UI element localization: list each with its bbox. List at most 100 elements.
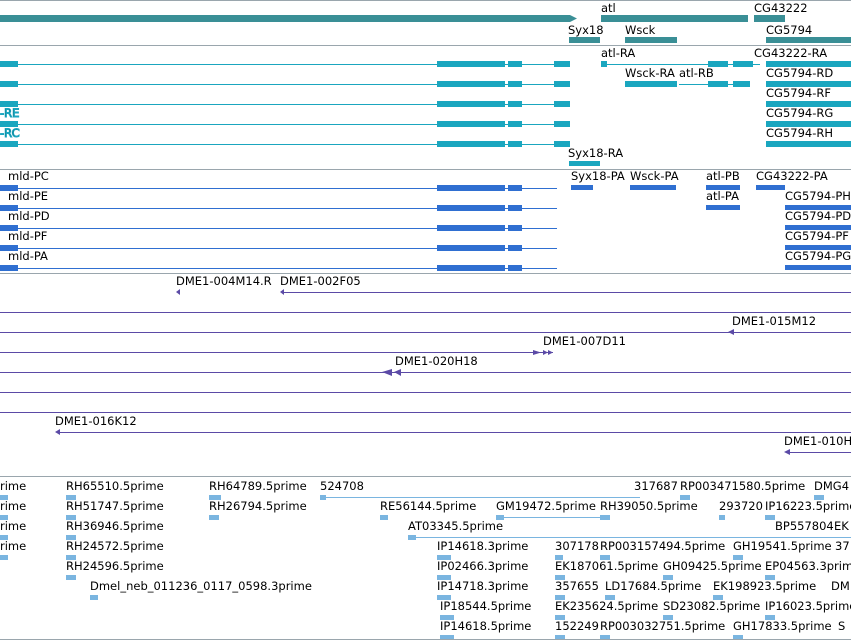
gene-mld-bar[interactable]: [0, 15, 570, 22]
est-feature[interactable]: [66, 535, 76, 540]
transcript-track-b[interactable]: mld-PC mld-PE mld-PD mld-PF mld-: [0, 169, 851, 271]
transcript-row[interactable]: [766, 101, 851, 107]
transcript-label: Wsck-RA: [625, 66, 675, 80]
est-feature[interactable]: [0, 555, 8, 560]
est-label: GM19472.5prime: [496, 499, 596, 513]
est-feature[interactable]: [555, 635, 565, 639]
est-feature[interactable]: [437, 555, 451, 560]
clone-label: DME1-010H: [784, 434, 851, 448]
transcript-row[interactable]: [766, 61, 851, 67]
transcript-row[interactable]: [601, 61, 760, 67]
transcript-row[interactable]: [0, 61, 570, 67]
est-feature[interactable]: [209, 515, 219, 520]
gene-syx18-bar[interactable]: [569, 37, 600, 43]
est-feature[interactable]: [209, 495, 221, 500]
est-label: 37: [835, 539, 850, 553]
est-feature[interactable]: [320, 495, 326, 500]
transcript-row[interactable]: [785, 225, 851, 230]
transcript-row[interactable]: [0, 245, 557, 251]
est-feature[interactable]: [0, 515, 8, 520]
est-feature[interactable]: [765, 615, 775, 620]
est-feature[interactable]: [90, 595, 98, 600]
est-feature[interactable]: [555, 615, 565, 620]
est-feature[interactable]: [440, 635, 454, 639]
est-feature[interactable]: [600, 515, 610, 520]
clone-arrow-icon: [543, 350, 548, 355]
transcript-row[interactable]: [785, 205, 851, 210]
est-feature[interactable]: [765, 575, 775, 580]
est-track[interactable]: rime rime rime rime RH65510.5prime RH517…: [0, 479, 851, 639]
transcript-row[interactable]: [0, 121, 570, 127]
est-feature[interactable]: [765, 515, 775, 520]
transcript-row[interactable]: [766, 121, 851, 127]
est-feature[interactable]: [66, 495, 76, 500]
est-feature[interactable]: [733, 555, 743, 560]
est-feature[interactable]: [555, 575, 565, 580]
est-label: 307178: [555, 539, 599, 553]
transcript-row[interactable]: [756, 185, 785, 190]
transcript-row[interactable]: [706, 205, 740, 210]
est-label: SD23082.5prime: [663, 599, 760, 613]
est-feature[interactable]: [600, 555, 610, 560]
clone-arrow-icon: [728, 329, 734, 335]
est-feature[interactable]: [605, 595, 615, 600]
transcript-row[interactable]: [766, 81, 851, 87]
est-feature[interactable]: [408, 535, 416, 540]
est-feature[interactable]: [555, 555, 563, 560]
est-feature[interactable]: [66, 575, 76, 580]
est-feature[interactable]: [719, 515, 725, 520]
est-feature[interactable]: [496, 515, 504, 520]
transcript-row[interactable]: [766, 141, 851, 147]
transcript-row[interactable]: [785, 245, 851, 250]
est-feature[interactable]: [600, 635, 610, 639]
clone-label: DME1-002F05: [280, 274, 361, 288]
transcript-label: CG5794-RF: [766, 86, 831, 100]
est-label: rime: [0, 539, 26, 553]
gene-track[interactable]: atl CG43222 Syx18 Wsck CG5794: [0, 1, 851, 43]
transcript-row[interactable]: [706, 185, 740, 190]
transcript-row[interactable]: [0, 141, 570, 147]
est-label: EP04563.3prime: [765, 559, 851, 573]
gene-cg43222-bar[interactable]: [754, 15, 785, 22]
transcript-row[interactable]: [0, 225, 557, 231]
transcript-row[interactable]: [569, 161, 600, 166]
transcript-row[interactable]: [0, 101, 570, 107]
transcript-row[interactable]: [785, 265, 851, 270]
gene-atl-bar[interactable]: [601, 15, 748, 22]
est-feature[interactable]: [0, 535, 8, 540]
est-feature[interactable]: [814, 495, 824, 500]
transcript-row[interactable]: [0, 265, 557, 271]
est-feature[interactable]: [680, 495, 690, 500]
transcript-row[interactable]: [630, 185, 676, 190]
transcript-label: CG43222-RA: [754, 46, 827, 60]
gene-wsck-bar[interactable]: [625, 37, 677, 43]
est-label: 524708: [320, 479, 364, 493]
est-feature[interactable]: [66, 515, 76, 520]
clone-track[interactable]: DME1-004M14.R DME1-002F05 DME1-015M12 DM…: [0, 274, 851, 455]
transcript-track-a[interactable]: -RE -RC atl-RA CG43222-RA: [0, 46, 851, 166]
est-feature[interactable]: [663, 575, 673, 580]
transcript-row[interactable]: [571, 185, 593, 190]
est-feature[interactable]: [437, 575, 451, 580]
est-feature[interactable]: [440, 615, 454, 620]
est-feature[interactable]: [663, 615, 673, 620]
transcript-row[interactable]: [0, 205, 557, 211]
transcript-row[interactable]: [625, 81, 750, 87]
est-label: RH39050.5prime: [600, 499, 698, 513]
est-feature[interactable]: [437, 595, 451, 600]
est-feature[interactable]: [66, 555, 76, 560]
transcript-row[interactable]: [0, 81, 570, 87]
gene-cg5794-bar[interactable]: [766, 37, 851, 43]
est-label: GH09425.5prime: [663, 559, 762, 573]
est-feature[interactable]: [0, 495, 8, 500]
est-feature[interactable]: [380, 515, 388, 520]
gene-label-wsck: Wsck: [625, 23, 656, 37]
est-feature[interactable]: [555, 595, 565, 600]
est-feature[interactable]: [713, 595, 723, 600]
transcript-row[interactable]: [0, 185, 557, 191]
gene-label-syx18: Syx18: [568, 23, 604, 37]
est-feature[interactable]: [733, 635, 743, 639]
est-label: GH19541.5prime: [733, 539, 832, 553]
